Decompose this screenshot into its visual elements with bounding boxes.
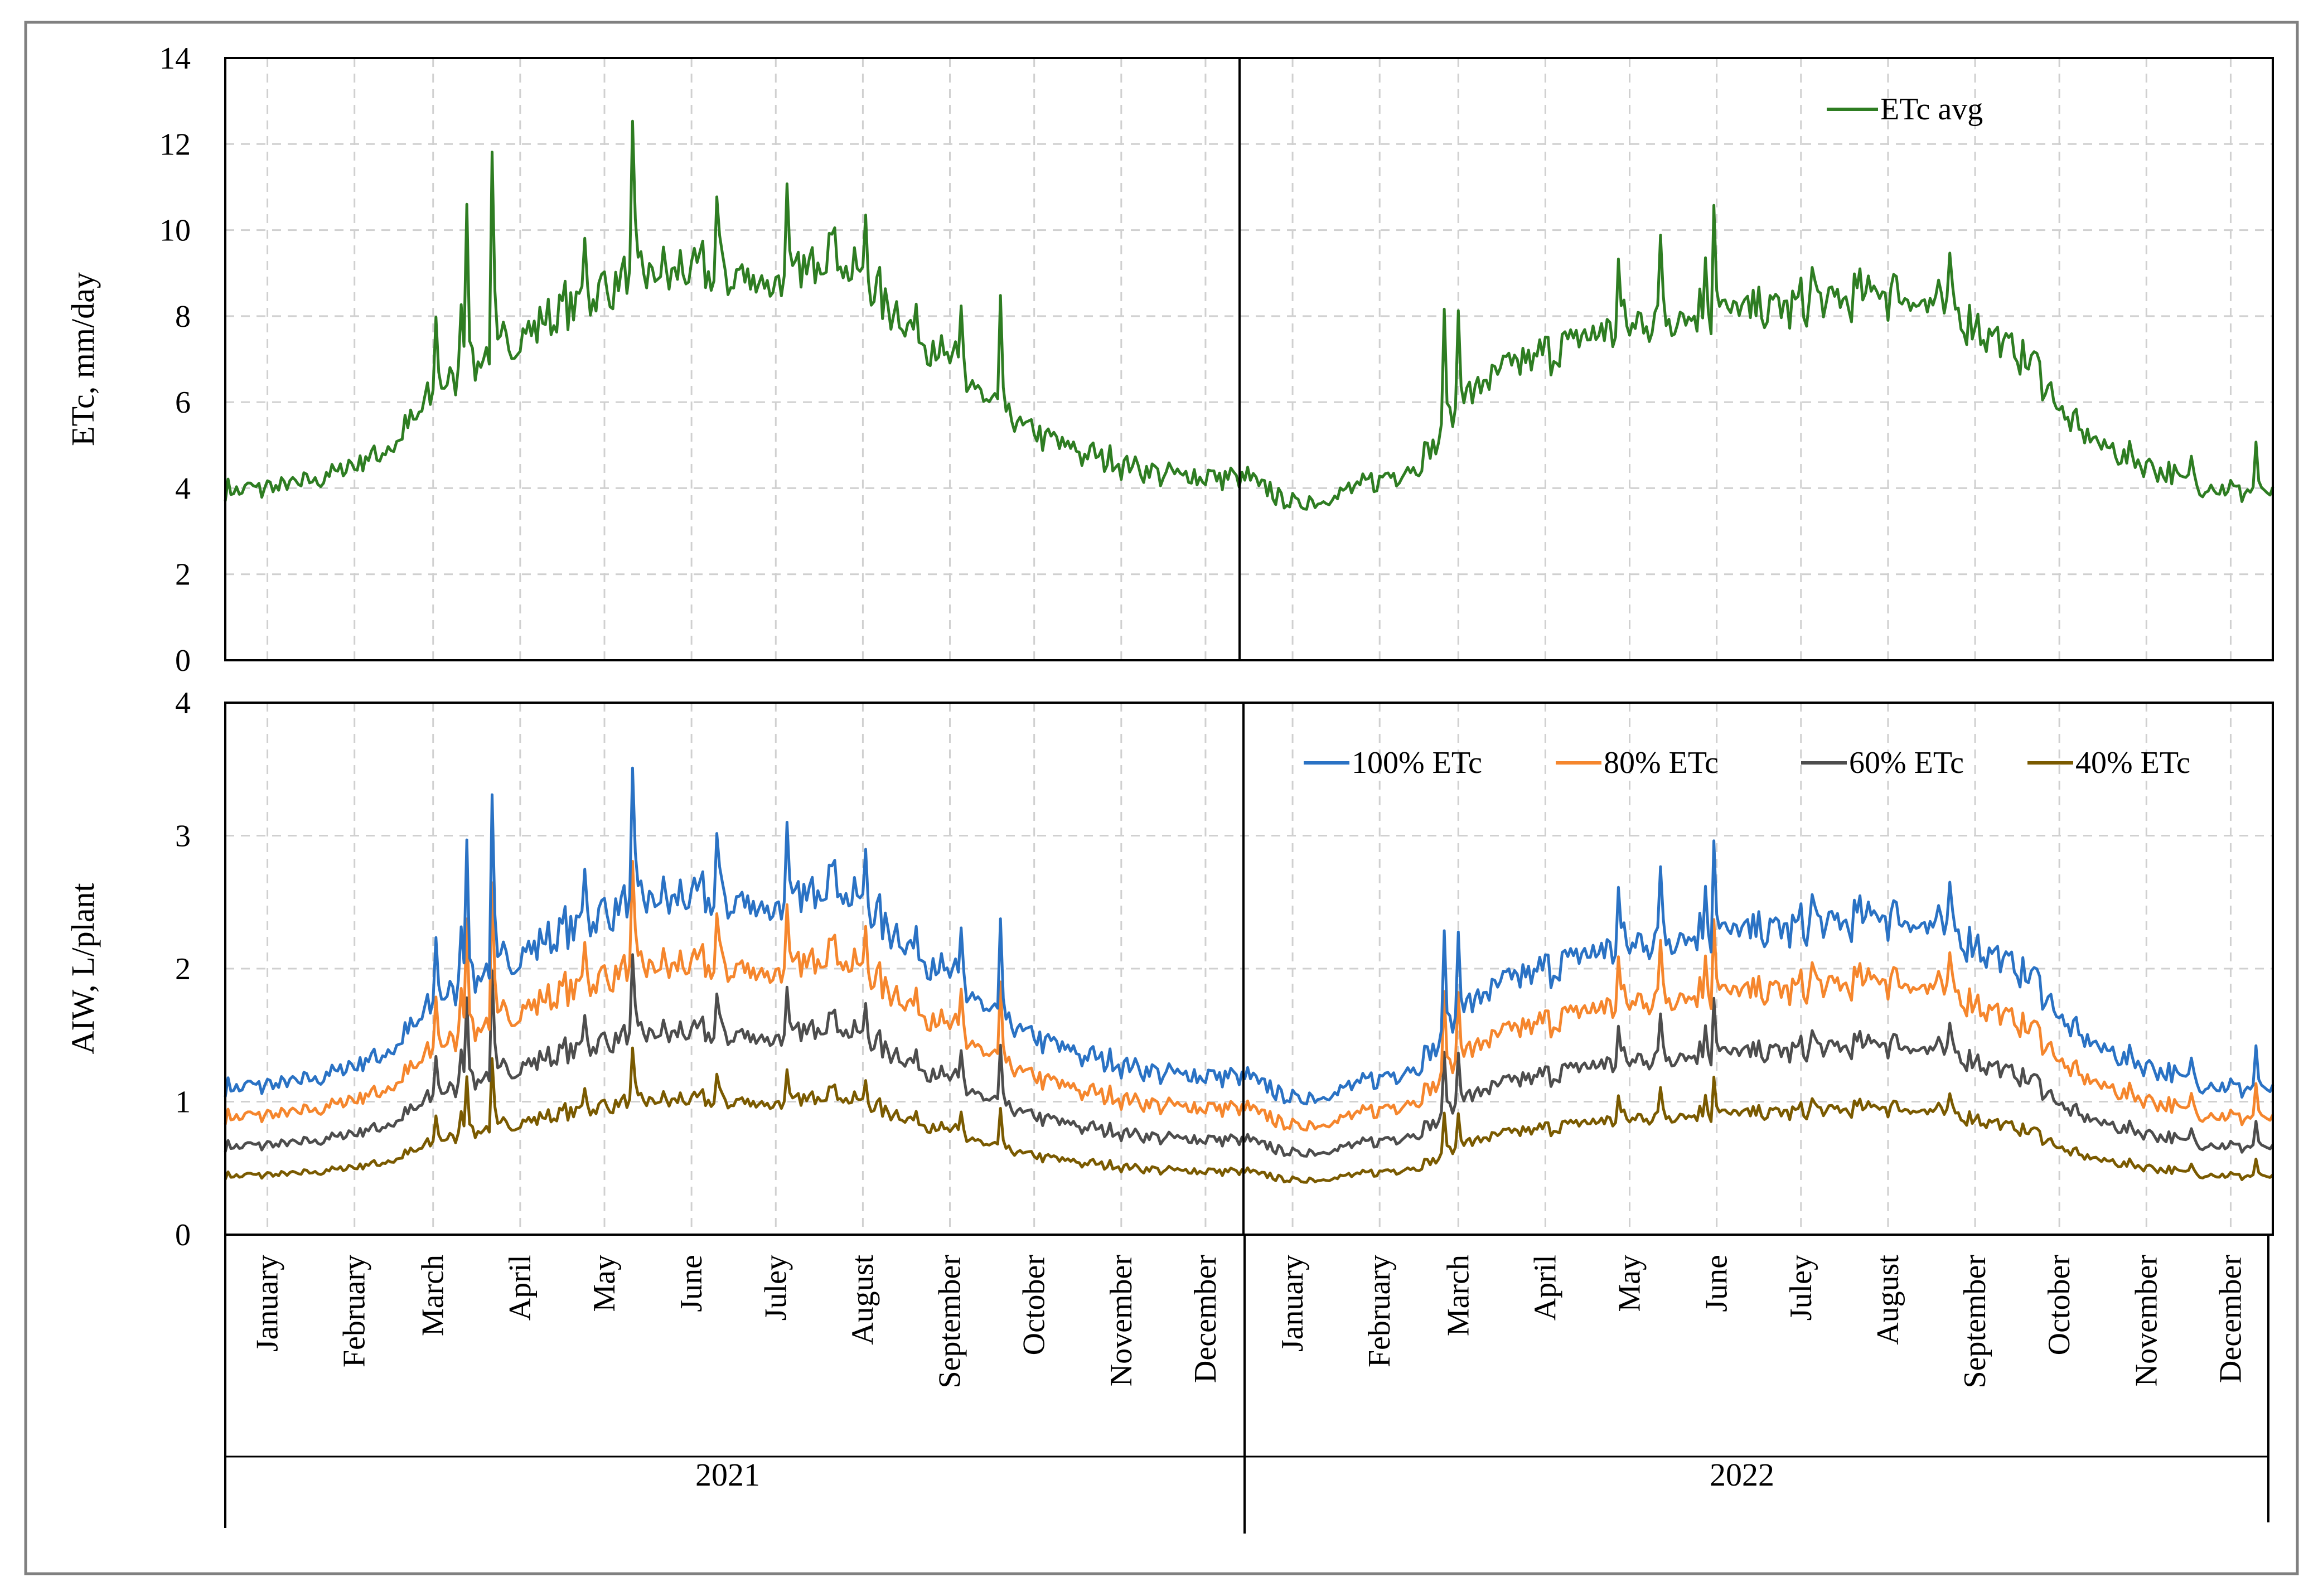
etc-chart: 0 2 4 6 8 10 12 14 ETc, mm/day ETc avg xyxy=(65,41,2274,678)
etc-series-lines xyxy=(224,119,2274,511)
year-label-2021: 2021 xyxy=(695,1457,760,1493)
month-label: May xyxy=(1613,1255,1647,1312)
aiw-y-axis-title: AIW, L/plant xyxy=(65,883,101,1054)
month-label: November xyxy=(1104,1255,1139,1387)
month-label: December xyxy=(1188,1255,1223,1383)
month-label: February xyxy=(337,1255,372,1367)
aiw-y-ticks: 0 1 2 3 4 xyxy=(175,686,191,1252)
y-tick-label: 2 xyxy=(175,558,191,592)
aiw-series-lines xyxy=(224,766,2274,1184)
etc-60-legend-label: 60% ETc xyxy=(1849,746,1964,780)
month-label: June xyxy=(674,1255,709,1312)
aiw-legend: 100% ETc 80% ETc 60% ETc 40% ETc xyxy=(1304,746,2190,780)
etc-avg-legend-label: ETc avg xyxy=(1880,92,1983,127)
y-tick-label: 8 xyxy=(175,299,191,334)
x-axis-area: January February March April May June Juley Aug… xyxy=(224,1235,2269,1534)
month-label: December xyxy=(2213,1255,2248,1383)
etc-y-axis-title: ETc, mm/day xyxy=(65,272,101,446)
y-tick-label: 6 xyxy=(175,385,191,420)
month-label: March xyxy=(416,1255,451,1336)
month-label: April xyxy=(503,1255,538,1321)
month-label: November xyxy=(2129,1255,2164,1387)
y-tick-label: 3 xyxy=(175,819,191,854)
etc-y-ticks: 0 2 4 6 8 10 12 14 xyxy=(159,41,191,678)
month-label: August xyxy=(845,1255,880,1345)
aiw-line-80-etc xyxy=(224,860,2274,1131)
y-tick-label: 4 xyxy=(175,471,191,506)
etc-legend: ETc avg xyxy=(1827,92,1983,127)
month-label: January xyxy=(250,1255,285,1352)
y-tick-label: 14 xyxy=(159,41,191,76)
month-label: October xyxy=(2042,1255,2077,1356)
month-label: January xyxy=(1275,1255,1310,1352)
aiw-plot-frame xyxy=(224,702,2274,1236)
y-tick-label: 12 xyxy=(159,127,191,162)
y-tick-label: 1 xyxy=(175,1085,191,1120)
month-label: February xyxy=(1362,1255,1397,1367)
month-label: September xyxy=(933,1255,967,1389)
month-label: August xyxy=(1871,1255,1905,1345)
month-label: Juley xyxy=(758,1255,793,1321)
month-labels: January February March April May June Juley Aug… xyxy=(250,1255,2248,1389)
aiw-chart: 0 1 2 3 4 AIW, L/plant 100% ETc 80% ETc 60% … xyxy=(65,686,2274,1252)
aiw-line-100-etc xyxy=(224,766,2274,1106)
month-label: May xyxy=(587,1255,622,1312)
month-label: September xyxy=(1958,1255,1992,1389)
aiw-line-40-etc xyxy=(224,1046,2274,1184)
etc-plot-frame xyxy=(224,57,2274,661)
month-label: Juley xyxy=(1784,1255,1818,1321)
year-label-2022: 2022 xyxy=(1710,1457,1774,1493)
y-tick-label: 2 xyxy=(175,952,191,986)
etc-100-legend-label: 100% ETc xyxy=(1352,746,1482,780)
figure-frame xyxy=(24,21,2299,1575)
etc-80-legend-label: 80% ETc xyxy=(1604,746,1719,780)
month-label: March xyxy=(1441,1255,1475,1336)
month-label: April xyxy=(1528,1255,1562,1321)
month-label: October xyxy=(1017,1255,1052,1356)
etc-gridlines xyxy=(225,58,2273,660)
etc-avg-line xyxy=(224,119,2274,511)
month-label: June xyxy=(1700,1255,1734,1312)
y-tick-label: 0 xyxy=(175,1218,191,1252)
aiw-line-60-etc xyxy=(224,953,2274,1158)
etc-40-legend-label: 40% ETc xyxy=(2075,746,2190,780)
y-tick-label: 4 xyxy=(175,686,191,720)
y-tick-label: 10 xyxy=(159,214,191,248)
y-tick-label: 0 xyxy=(175,644,191,678)
